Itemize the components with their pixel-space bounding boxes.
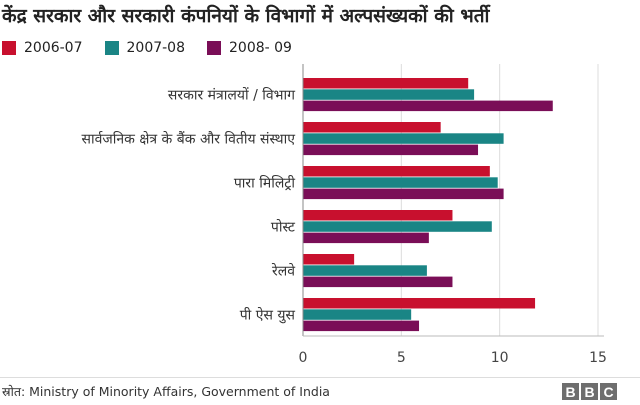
chart-title: केंद्र सरकार और सरकारी कंपनियों के विभाग… [2,5,490,27]
legend-swatch-2006-07 [2,41,16,55]
legend-label-2008-09: 2008- 09 [229,40,292,56]
bbc-logo-letter: B [562,383,579,400]
bar-2006-07-cat-1 [303,122,441,133]
bar-2007-08-cat-0 [303,89,475,100]
bar-2006-07-cat-0 [303,78,469,89]
bar-chart: सरकार मंत्रालयों / विभाग सार्वजनिक क्षेत्… [81,64,607,366]
legend-item-2007-08: 2007-08 [104,40,186,56]
bar-2007-08-cat-2 [303,177,498,188]
category-label: पी ऐस युस [240,307,296,324]
bar-2007-08-cat-3 [303,221,492,232]
category-label: पारा मिलिट्री [234,175,296,192]
bar-2007-08-cat-1 [303,133,504,144]
category-label: रेलवे [272,263,296,280]
x-tick-label: 5 [397,350,406,366]
bar-2007-08-cat-4 [303,265,427,276]
footer-divider [0,377,640,378]
x-tick-label: 15 [589,350,607,366]
bar-2006-07-cat-5 [303,298,536,309]
bar-2007-08-cat-5 [303,309,412,320]
bar-2008-09-cat-0 [303,100,553,112]
legend-swatch-2008-09 [207,41,221,55]
chart-legend: 2006-07 2007-08 2008- 09 [2,40,314,56]
bar-2008-09-cat-5 [303,320,420,332]
bar-2006-07-cat-3 [303,210,453,221]
category-label: सार्वजनिक क्षेत्र के बैंक और वितीय संस्थ… [81,131,295,148]
category-label: सरकार मंत्रालयों / विभाग [168,87,296,104]
bar-2008-09-cat-2 [303,188,504,200]
bbc-logo: B B C [560,383,617,400]
bar-2006-07-cat-2 [303,166,490,177]
x-tick-label: 10 [491,350,509,366]
source-note: स्रोत: Ministry of Minority Affairs, Gov… [2,384,330,399]
category-label: पोस्ट [271,219,296,236]
bbc-logo-letter: C [600,383,617,400]
x-tick-label: 0 [299,350,308,366]
legend-label-2006-07: 2006-07 [24,40,83,56]
legend-swatch-2007-08 [104,41,119,55]
legend-label-2007-08: 2007-08 [126,40,186,56]
bar-2008-09-cat-3 [303,232,429,244]
legend-item-2008-09: 2008- 09 [207,40,292,56]
bar-2008-09-cat-1 [303,144,479,156]
bar-2008-09-cat-4 [303,276,453,288]
bar-2006-07-cat-4 [303,254,355,265]
bbc-logo-letter: B [581,383,598,400]
legend-item-2006-07: 2006-07 [2,40,83,56]
